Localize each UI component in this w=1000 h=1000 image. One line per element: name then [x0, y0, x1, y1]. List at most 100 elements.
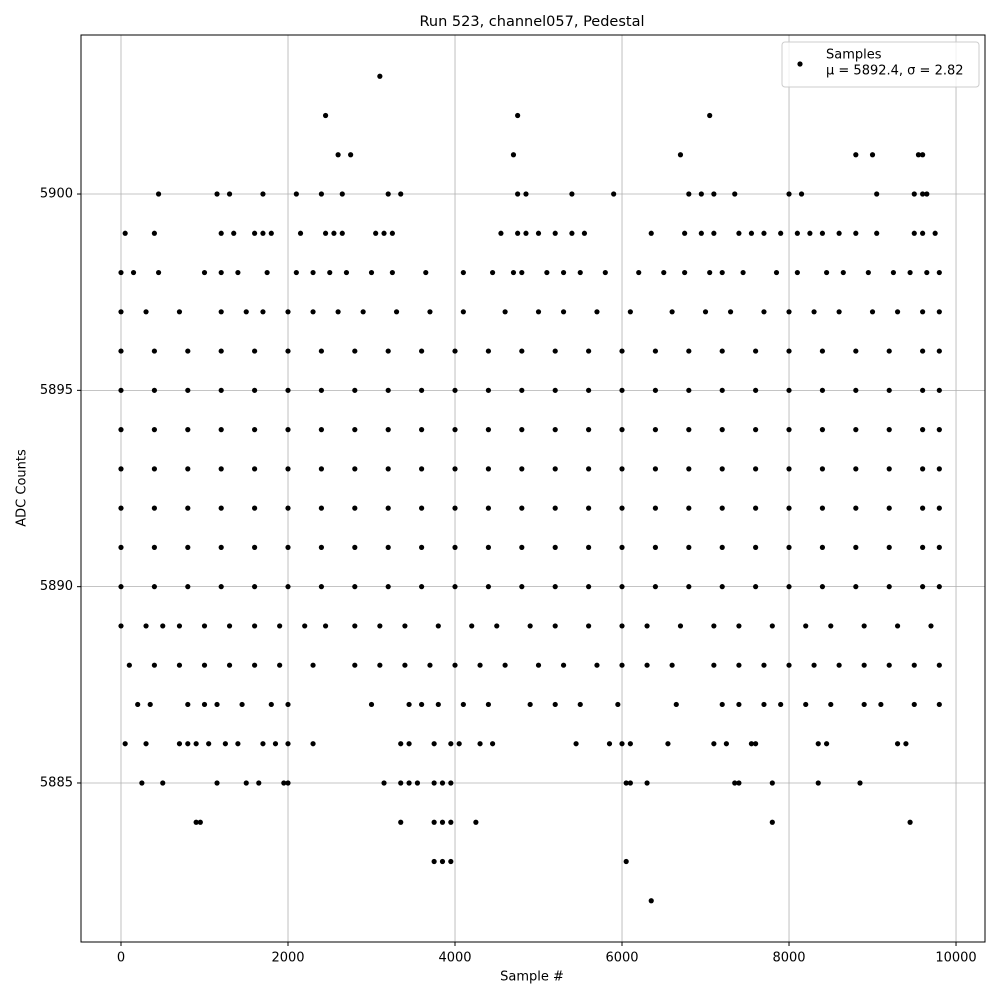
- point: [936, 662, 942, 668]
- point: [761, 662, 767, 668]
- point: [686, 505, 692, 511]
- point: [448, 741, 454, 747]
- point: [748, 230, 755, 236]
- point: [677, 152, 684, 158]
- point: [936, 466, 942, 472]
- point: [786, 387, 792, 393]
- point: [932, 230, 938, 236]
- point: [118, 466, 124, 472]
- point: [477, 741, 483, 747]
- point: [285, 466, 291, 472]
- point: [151, 230, 157, 236]
- point: [586, 505, 592, 511]
- point: [285, 741, 291, 747]
- point: [419, 584, 425, 590]
- point: [343, 269, 350, 276]
- legend-box: [781, 41, 980, 88]
- point: [581, 230, 588, 236]
- point: [176, 623, 183, 629]
- point: [907, 819, 913, 825]
- chart-title: Run 523, channel057, Pedestal: [419, 14, 644, 30]
- point: [819, 466, 826, 472]
- point: [469, 623, 475, 629]
- point: [252, 230, 258, 236]
- point: [857, 780, 863, 786]
- point: [523, 191, 529, 197]
- point: [920, 309, 926, 315]
- point: [431, 819, 437, 825]
- point: [218, 309, 224, 315]
- point: [652, 427, 659, 433]
- point: [786, 427, 792, 433]
- point: [151, 584, 157, 590]
- point: [535, 309, 542, 315]
- point: [385, 427, 391, 433]
- point: [285, 309, 291, 315]
- point: [448, 819, 454, 825]
- point: [753, 348, 759, 354]
- point: [698, 230, 704, 236]
- point: [723, 741, 729, 747]
- point: [419, 466, 425, 472]
- point: [786, 544, 792, 550]
- point: [218, 230, 224, 236]
- point: [218, 466, 224, 472]
- point: [736, 230, 742, 236]
- point: [419, 544, 425, 550]
- point: [769, 780, 775, 786]
- point: [214, 780, 220, 786]
- point: [185, 387, 191, 393]
- point: [427, 309, 433, 315]
- point: [393, 309, 400, 315]
- point: [665, 741, 671, 747]
- point: [360, 309, 366, 315]
- point: [619, 505, 625, 511]
- point: [448, 780, 454, 786]
- point: [260, 741, 266, 747]
- point: [619, 427, 625, 433]
- point: [352, 662, 358, 668]
- point: [218, 348, 224, 354]
- point: [160, 623, 166, 629]
- point: [719, 544, 725, 550]
- point: [419, 427, 425, 433]
- point: [911, 701, 917, 708]
- point: [143, 741, 149, 747]
- point: [201, 662, 208, 668]
- point: [193, 819, 199, 825]
- point: [285, 505, 291, 511]
- point: [719, 584, 725, 590]
- point: [736, 701, 742, 708]
- point: [352, 427, 358, 433]
- point: [619, 741, 625, 747]
- point: [577, 701, 583, 708]
- point: [586, 623, 592, 629]
- point: [627, 309, 633, 315]
- x-tick-label: 2000: [271, 951, 304, 966]
- point: [619, 623, 625, 629]
- point: [456, 741, 462, 747]
- point: [185, 544, 191, 550]
- point: [552, 544, 558, 550]
- point: [318, 387, 325, 393]
- point: [218, 505, 224, 511]
- point: [753, 387, 759, 393]
- point: [260, 309, 266, 315]
- point: [515, 191, 521, 197]
- point: [920, 544, 926, 550]
- point: [886, 584, 892, 590]
- point: [669, 309, 675, 315]
- point: [176, 662, 183, 668]
- point: [243, 780, 249, 786]
- point: [519, 466, 525, 472]
- point: [185, 741, 191, 747]
- point: [886, 505, 892, 511]
- point: [627, 780, 633, 786]
- point: [339, 191, 345, 197]
- point: [285, 387, 291, 393]
- point: [352, 584, 358, 590]
- point: [823, 269, 830, 276]
- point: [335, 309, 341, 315]
- point: [920, 152, 926, 158]
- point: [886, 466, 892, 472]
